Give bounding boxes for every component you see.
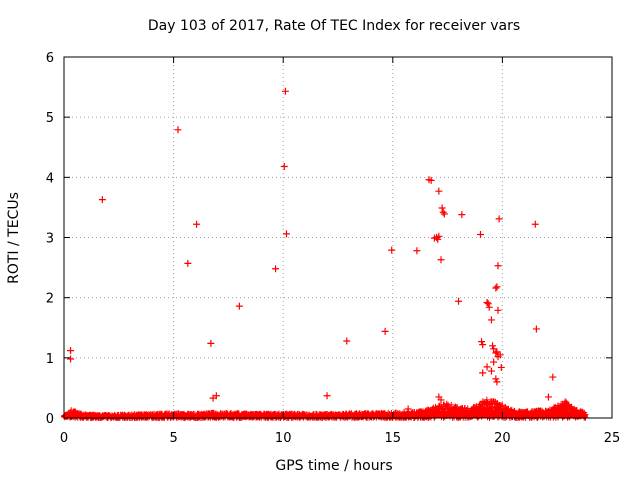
data-point [413, 247, 421, 255]
data-point [484, 300, 492, 308]
x-axis-label: GPS time / hours [275, 458, 392, 474]
data-point [427, 176, 435, 184]
data-point [212, 392, 220, 400]
data-point [493, 348, 501, 356]
data-point [440, 210, 448, 218]
y-tick-label: 5 [46, 111, 54, 126]
data-point [184, 259, 192, 267]
data-point [404, 405, 412, 413]
chart-title: Day 103 of 2017, Rate Of TEC Index for r… [148, 18, 520, 34]
data-point [483, 298, 491, 306]
data-point [532, 325, 540, 333]
data-point [489, 342, 497, 350]
data-point [479, 369, 487, 377]
x-tick-label: 0 [60, 431, 68, 446]
data-points [67, 87, 557, 413]
data-point [496, 351, 504, 359]
grid [64, 57, 612, 418]
data-point [438, 204, 446, 212]
y-tick-label: 3 [46, 232, 54, 247]
data-point [493, 283, 501, 291]
data-point [281, 87, 289, 95]
data-point [490, 345, 498, 353]
x-tick-label: 25 [604, 431, 621, 446]
data-point [434, 235, 442, 243]
x-tick-label: 5 [169, 431, 177, 446]
baseline-noise-band [61, 396, 589, 421]
data-point [235, 302, 243, 310]
data-point [323, 392, 331, 400]
data-point [67, 347, 75, 355]
data-point [494, 306, 502, 314]
y-tick-label: 2 [46, 292, 54, 307]
plot-border [63, 56, 613, 419]
data-point [485, 303, 493, 311]
baseline-noise-crosses [61, 396, 589, 421]
data-point [478, 338, 486, 346]
y-tick-label: 1 [46, 352, 54, 367]
data-point [437, 396, 445, 404]
data-point [493, 378, 501, 386]
data-point [487, 367, 495, 375]
data-point [476, 230, 484, 238]
data-point [479, 341, 487, 349]
data-point [492, 349, 500, 357]
x-tick-label: 15 [385, 431, 402, 446]
data-point [272, 265, 280, 273]
data-point [549, 373, 557, 381]
data-point [343, 337, 351, 345]
y-tick-label: 4 [46, 171, 54, 186]
data-point [497, 363, 505, 371]
data-point [280, 163, 288, 171]
data-point [439, 208, 447, 216]
data-point [435, 187, 443, 195]
data-point [458, 211, 466, 219]
y-tick-label: 0 [46, 412, 54, 427]
data-point [495, 215, 503, 223]
data-point [494, 262, 502, 270]
data-point [455, 297, 463, 305]
data-point [490, 358, 498, 366]
data-point [483, 363, 491, 371]
axis-ticks: 0 5 10 15 20 25 0 1 2 3 4 5 6 [46, 51, 621, 446]
data-point [207, 339, 215, 347]
data-point [98, 196, 106, 204]
data-point [388, 246, 396, 254]
x-tick-label: 10 [275, 431, 292, 446]
plot-frame [63, 56, 613, 419]
y-axis-label: ROTI / TECUs [6, 192, 22, 284]
data-point [67, 355, 75, 363]
data-point [544, 393, 552, 401]
data-point [193, 220, 201, 228]
data-point [531, 220, 539, 228]
data-point [381, 327, 389, 335]
data-point [435, 232, 443, 240]
data-point [492, 375, 500, 383]
x-tick-label: 20 [494, 431, 511, 446]
y-tick-label: 6 [46, 51, 54, 66]
data-point [282, 230, 290, 238]
data-point [487, 316, 495, 324]
data-point [437, 256, 445, 264]
data-point [174, 126, 182, 134]
data-point [492, 284, 500, 292]
